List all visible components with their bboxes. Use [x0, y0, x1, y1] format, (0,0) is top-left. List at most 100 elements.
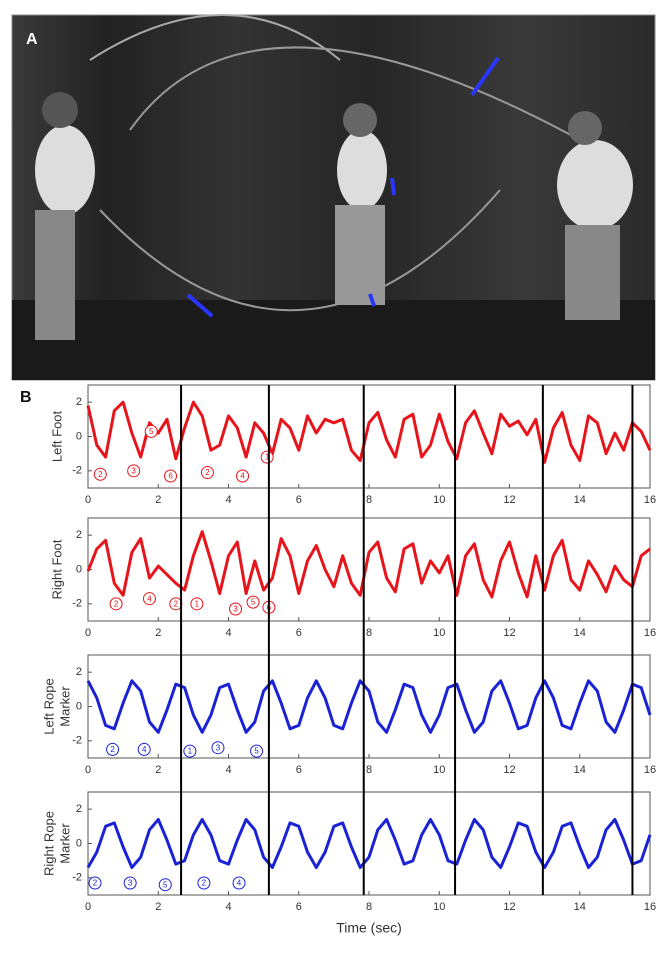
y-axis-label: Left Rope: [41, 678, 56, 734]
data-line: [86, 818, 652, 869]
annotation-circle: [229, 602, 243, 616]
annotation-label: 2: [205, 468, 210, 477]
annotation-label: 1: [188, 747, 193, 756]
annotation-circle: [246, 595, 260, 609]
y-tick-label: 0: [76, 430, 82, 442]
y-axis-label: Left Foot: [49, 410, 64, 462]
x-tick-label: 14: [574, 627, 586, 639]
y-axis-label: Marker: [57, 823, 72, 864]
annotation-label: 2: [174, 599, 179, 608]
annotation-label: 4: [142, 745, 147, 754]
annotation-label: 2: [110, 745, 115, 754]
annotation-circle: [200, 466, 214, 480]
annotation-circle: [260, 450, 274, 464]
annotation-label: 5: [163, 880, 168, 889]
x-tick-label: 4: [225, 494, 231, 506]
x-axis-label: Time (sec): [336, 920, 402, 936]
annotation-label: 3: [128, 879, 133, 888]
y-tick-label: -2: [72, 872, 82, 884]
x-tick-label: 4: [225, 901, 231, 913]
annotation-circle: [211, 741, 225, 755]
annotation-circle: [250, 744, 264, 758]
annotation-label: 3: [131, 466, 136, 475]
x-tick-label: 2: [155, 627, 161, 639]
annotation-circle: [142, 592, 156, 606]
x-tick-label: 14: [574, 901, 586, 913]
x-tick-label: 16: [644, 901, 656, 913]
annotation-label: 3: [233, 605, 238, 614]
annotation-label: 5: [149, 427, 154, 436]
annotation-circle: [106, 742, 120, 756]
x-tick-label: 2: [155, 494, 161, 506]
x-tick-label: 16: [644, 627, 656, 639]
panel-label: A: [26, 31, 38, 48]
x-tick-label: 2: [155, 901, 161, 913]
y-tick-label: -2: [72, 465, 82, 477]
annotation-label: 5: [251, 598, 256, 607]
annotation-label: 4: [147, 594, 152, 603]
annotation-circle: [88, 876, 102, 890]
annotation-label: 4: [237, 879, 242, 888]
y-axis-label: Right Rope: [41, 811, 56, 876]
y-tick-label: -2: [72, 735, 82, 747]
y-tick-label: 2: [76, 396, 82, 408]
annotation-label: 2: [93, 879, 98, 888]
y-tick-label: -2: [72, 598, 82, 610]
x-tick-label: 10: [433, 494, 445, 506]
photo: A: [11, 14, 656, 381]
x-tick-label: 8: [366, 901, 372, 913]
x-tick-label: 0: [85, 627, 91, 639]
annotation-circle: [190, 597, 204, 611]
annotation-circle: [197, 876, 211, 890]
annotation-circle: [236, 469, 250, 483]
x-tick-label: 16: [644, 494, 656, 506]
annotation-label: 2: [98, 470, 103, 479]
annotation-label: 3: [216, 743, 221, 752]
data-line: [86, 400, 652, 464]
annotation-circle: [183, 744, 197, 758]
x-tick-label: 14: [574, 494, 586, 506]
x-tick-label: 12: [503, 494, 515, 506]
data-line: [86, 679, 652, 734]
annotation-label: 1: [195, 599, 200, 608]
annotation-label: 2: [114, 599, 119, 608]
x-tick-label: 2: [155, 764, 161, 776]
y-tick-label: 2: [76, 803, 82, 815]
annotation-circle: [109, 597, 123, 611]
x-tick-label: 6: [296, 901, 302, 913]
x-tick-label: 10: [433, 627, 445, 639]
annotation-label: 4: [240, 472, 245, 481]
x-tick-label: 4: [225, 764, 231, 776]
annotation-label: 5: [254, 747, 259, 756]
x-tick-label: 6: [296, 627, 302, 639]
annotation-circle: [232, 876, 246, 890]
plot-frame: [87, 654, 651, 759]
annotation-circle: [144, 424, 158, 438]
y-tick-label: 0: [76, 837, 82, 849]
y-tick-label: 0: [76, 563, 82, 575]
x-tick-label: 6: [296, 494, 302, 506]
x-tick-label: 4: [225, 627, 231, 639]
x-tick-label: 10: [433, 901, 445, 913]
annotation-label: 1: [265, 453, 270, 462]
y-tick-label: 2: [76, 529, 82, 541]
x-tick-label: 14: [574, 764, 586, 776]
y-axis-label: Right Foot: [49, 539, 64, 599]
annotation-circle: [127, 464, 141, 478]
panel-label: B: [20, 389, 32, 406]
annotation-circle: [164, 469, 178, 483]
x-tick-label: 0: [85, 764, 91, 776]
x-tick-label: 8: [366, 764, 372, 776]
y-axis-label: Marker: [57, 686, 72, 727]
x-tick-label: 12: [503, 901, 515, 913]
x-tick-label: 8: [366, 494, 372, 506]
x-tick-label: 6: [296, 764, 302, 776]
x-tick-label: 8: [366, 627, 372, 639]
x-tick-label: 0: [85, 494, 91, 506]
x-tick-label: 16: [644, 764, 656, 776]
plot-frame: [87, 791, 651, 896]
x-tick-label: 12: [503, 627, 515, 639]
annotation-circle: [158, 878, 172, 892]
x-tick-label: 0: [85, 901, 91, 913]
